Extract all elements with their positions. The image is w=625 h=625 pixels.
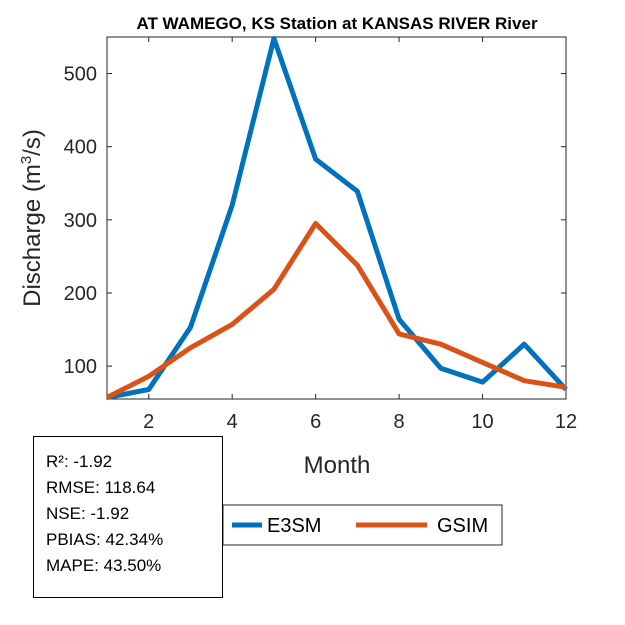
y-axis-label-main: Discharge (m [19,164,46,307]
stat-pbias: PBIAS: 42.34% [46,530,164,549]
y-tick-label: 200 [64,283,97,305]
y-tick-label: 500 [64,64,97,86]
legend-label-gsim: GSIM [437,515,488,537]
stat-rmse: RMSE: 118.64 [46,478,156,497]
stat-r2: R²: -1.92 [46,452,113,471]
y-axis-label-end: /s) [19,129,46,156]
y-tick-label: 100 [64,356,97,378]
x-axis-label: Month [304,452,371,479]
stat-mape: MAPE: 43.50% [46,556,162,575]
x-tick-label: 12 [555,411,577,433]
chart-title: AT WAMEGO, KS Station at KANSAS RIVER Ri… [136,14,538,33]
y-tick-label: 300 [64,210,97,232]
series-line-e3sm [106,35,568,400]
stats-box: R²: -1.92 RMSE: 118.64 NSE: -1.92 PBIAS:… [33,436,223,598]
x-tick-label: 10 [471,411,493,433]
x-tick-label: 6 [310,411,321,433]
series-line-gsim [105,220,567,400]
x-tick-label: 8 [394,411,405,433]
series-lines [105,35,568,400]
x-tick-label: 2 [143,411,154,433]
y-tick-label: 400 [64,137,97,159]
x-tick-label: 4 [227,411,238,433]
legend: E3SM GSIM [222,504,503,546]
x-axis: 2 4 6 8 10 12 [143,37,577,433]
legend-label-e3sm: E3SM [267,515,321,537]
stat-nse: NSE: -1.92 [46,504,130,523]
y-axis-label-sup: 3 [18,156,35,164]
y-axis: 100 200 300 400 500 [64,64,566,378]
y-axis-label: Discharge (m3/s) [18,129,46,307]
